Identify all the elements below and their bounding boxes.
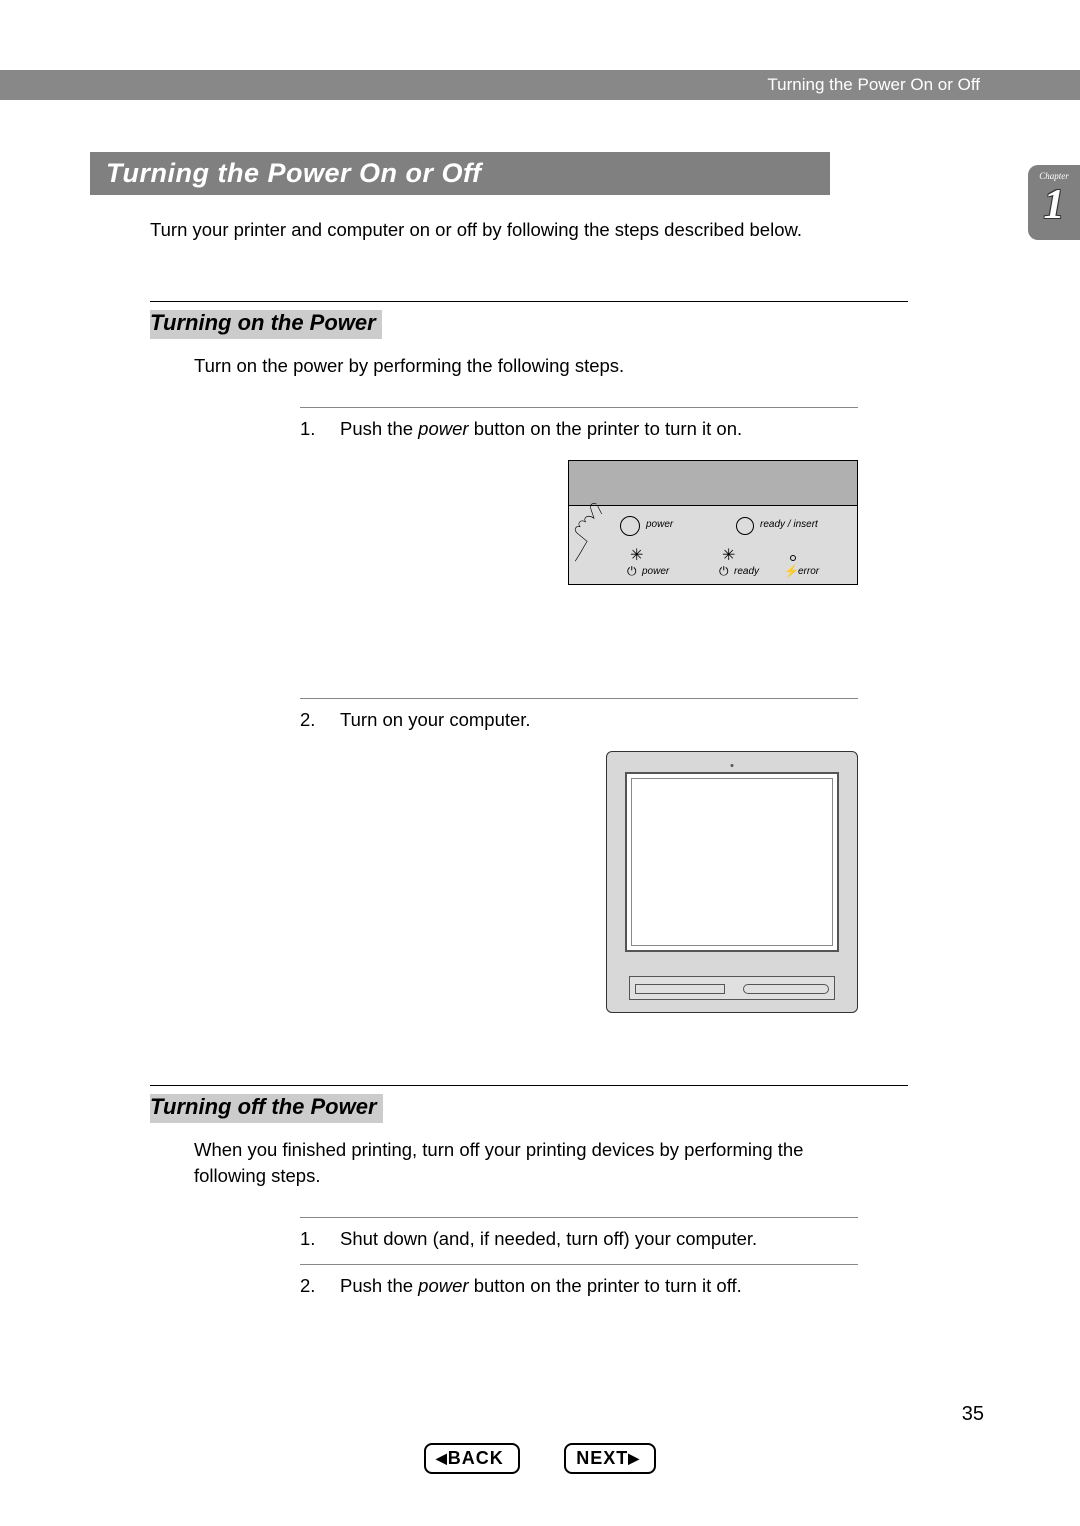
manual-page: Turning the Power On or Off Chapter 1 Tu…	[0, 0, 1080, 1526]
step-text: Push the power button on the printer to …	[340, 1275, 742, 1297]
power-led-icon: ✳	[630, 550, 642, 562]
illustration-monitor	[300, 751, 858, 1013]
header-breadcrumb: Turning the Power On or Off	[767, 75, 980, 95]
step-number: 1.	[300, 418, 320, 440]
monitor-slot-left	[635, 984, 725, 994]
step-number: 2.	[300, 709, 320, 731]
ready-led-label: ready	[734, 566, 759, 577]
step-block: 2. Push the power button on the printer …	[300, 1264, 858, 1297]
ready-button-label: ready / insert	[760, 519, 818, 530]
section-title-off: Turning off the Power	[150, 1094, 383, 1123]
power-indicator-icon: ⏻	[627, 564, 637, 579]
hand-pointing-icon	[548, 502, 628, 562]
power-led-label: power	[642, 566, 669, 577]
step-block: 1. Push the power button on the printer …	[300, 407, 858, 440]
chapter-badge: Chapter 1	[1028, 165, 1080, 240]
page-title: Turning the Power On or Off	[106, 158, 814, 189]
step-line: 2. Push the power button on the printer …	[300, 1275, 858, 1297]
chapter-number: 1	[1028, 181, 1080, 229]
triangle-left-icon: ◀	[436, 1450, 448, 1466]
content-area: Turning the Power On or Off Turn your pr…	[90, 152, 990, 1297]
section-rule	[150, 301, 908, 302]
illustration-printer-panel: power ready / insert ✳ ⏻ power ✳ ⏻ ready…	[300, 460, 858, 670]
monitor-screen-inner	[631, 778, 833, 946]
monitor-camera-dot	[731, 764, 734, 767]
step-rule	[300, 1217, 858, 1218]
section-rule	[150, 1085, 908, 1086]
step-block: 2. Turn on your computer.	[300, 698, 858, 731]
step-rule	[300, 698, 858, 699]
printer-panel: power ready / insert ✳ ⏻ power ✳ ⏻ ready…	[518, 460, 858, 670]
page-number: 35	[962, 1403, 984, 1426]
step-text: Shut down (and, if needed, turn off) you…	[340, 1228, 757, 1250]
step-line: 2. Turn on your computer.	[300, 709, 858, 731]
section-body-off: When you finished printing, turn off you…	[194, 1137, 864, 1189]
error-indicator-icon: ⚡	[784, 564, 799, 578]
step-rule	[300, 1264, 858, 1265]
step-text: Turn on your computer.	[340, 709, 531, 731]
step-text: Push the power button on the printer to …	[340, 418, 742, 440]
back-label: BACK	[448, 1448, 504, 1468]
step-number: 2.	[300, 1275, 320, 1297]
footer-nav: ◀BACK NEXT▶	[0, 1443, 1080, 1474]
monitor-slot-right	[743, 984, 829, 994]
chapter-label: Chapter	[1028, 171, 1080, 181]
error-led-label: error	[798, 566, 819, 577]
back-button[interactable]: ◀BACK	[424, 1443, 520, 1474]
power-button-label: power	[646, 519, 673, 530]
section-turning-on: Turning on the Power Turn on the power b…	[150, 301, 990, 1013]
monitor-screen	[625, 772, 839, 952]
step-block: 1. Shut down (and, if needed, turn off) …	[300, 1217, 858, 1250]
step-rule	[300, 407, 858, 408]
step-line: 1. Push the power button on the printer …	[300, 418, 858, 440]
section-turning-off: Turning off the Power When you finished …	[150, 1085, 990, 1297]
ready-indicator-icon: ⏻	[719, 564, 729, 579]
ready-led-icon: ✳	[722, 550, 734, 562]
main-title-bar: Turning the Power On or Off	[90, 152, 830, 195]
step-line: 1. Shut down (and, if needed, turn off) …	[300, 1228, 858, 1250]
step-number: 1.	[300, 1228, 320, 1250]
next-button[interactable]: NEXT▶	[564, 1443, 656, 1474]
ready-button-icon	[736, 517, 754, 535]
triangle-right-icon: ▶	[628, 1450, 640, 1466]
error-led-icon	[790, 555, 796, 561]
section-title-on: Turning on the Power	[150, 310, 382, 339]
section-body-on: Turn on the power by performing the foll…	[194, 353, 864, 379]
computer-monitor-icon	[606, 751, 858, 1013]
next-label: NEXT	[576, 1448, 628, 1468]
intro-text: Turn your printer and computer on or off…	[150, 219, 990, 241]
